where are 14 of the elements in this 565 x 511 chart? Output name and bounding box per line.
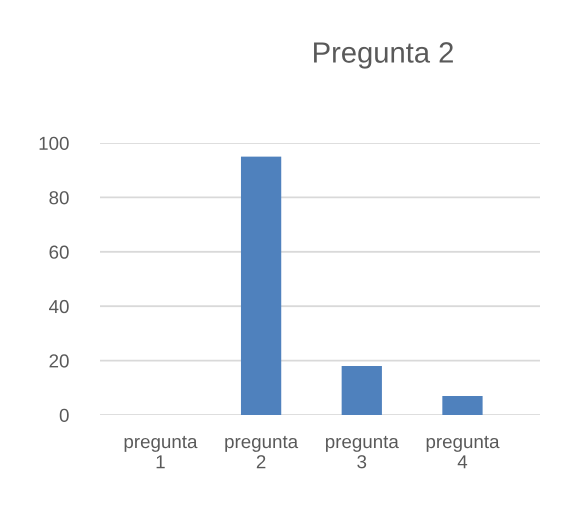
y-tick-label: 60 xyxy=(50,246,69,259)
x-tick-label: pregunta 3 xyxy=(326,436,399,468)
y-tick-label: 40 xyxy=(49,300,69,314)
bar xyxy=(342,366,382,415)
bar xyxy=(240,156,282,415)
y-tick-label: 80 xyxy=(49,191,69,204)
y-tick-label: 20 xyxy=(50,354,69,368)
x-tick-label: pregunta 4 xyxy=(426,436,500,468)
x-tick-label: pregunta 2 xyxy=(225,436,298,468)
y-tick-label: 0 xyxy=(60,408,69,422)
chart-title: Pregunta 2 xyxy=(314,42,453,69)
bar xyxy=(442,396,483,415)
y-tick-label: 100 xyxy=(40,136,69,150)
x-tick-label: pregunta 1 xyxy=(124,436,198,468)
